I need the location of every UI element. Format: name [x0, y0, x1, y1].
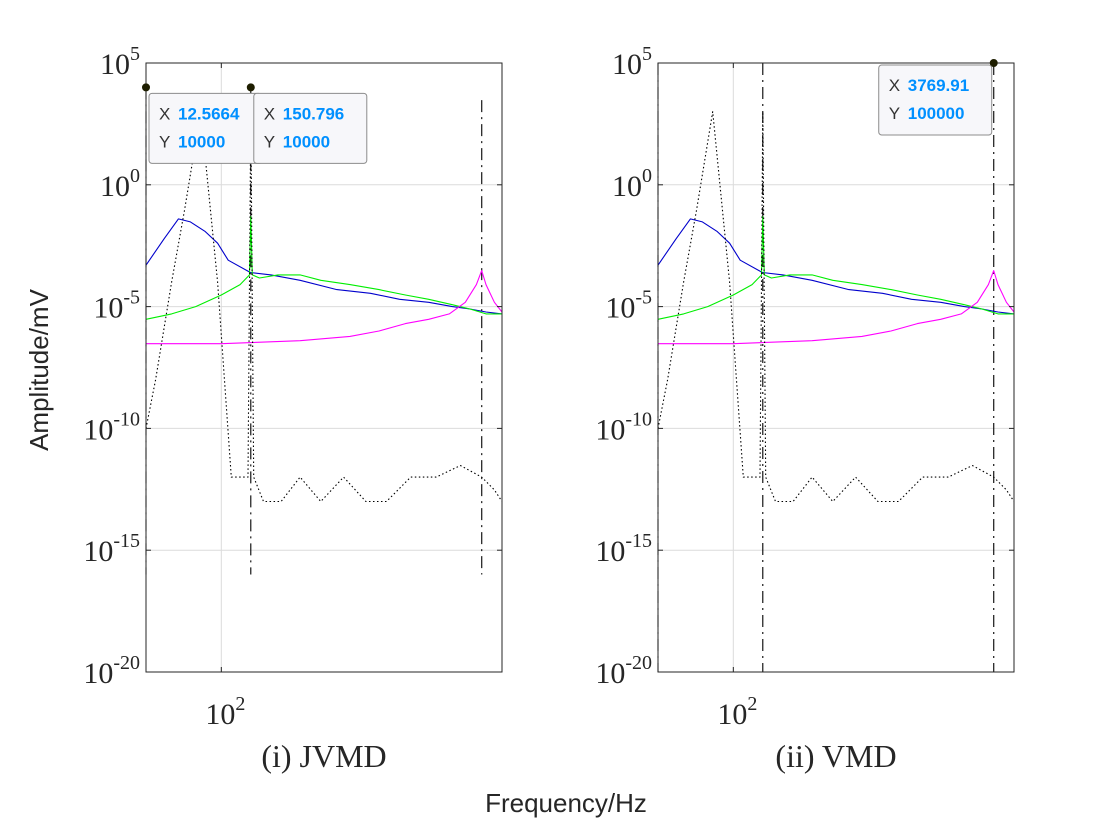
datatip-y-value: 10000 [283, 132, 330, 151]
y-tick-label: 10-20 [595, 652, 652, 690]
datatip: X 12.5664 Y 10000 [148, 92, 263, 164]
y-tick-label: 10-10 [595, 408, 652, 446]
y-tick-label: 10-20 [83, 652, 140, 690]
x-tick-label: 102 [205, 693, 245, 731]
datatip-marker [246, 83, 255, 92]
series-mode-2-line [145, 215, 502, 320]
axes-box [657, 62, 1015, 673]
datatip-x-label: X [159, 104, 170, 123]
datatip: X 3769.91 Y 100000 [878, 64, 993, 136]
y-tick-label: 105 [612, 43, 652, 81]
axes-box [145, 62, 503, 673]
panel-ii: 105 100 10-5 10-10 10-15 10-20 102 (ii) VMD X 376… [595, 43, 1015, 774]
series-mode-2-line [657, 215, 1014, 320]
datatip-y-label: Y [264, 132, 275, 151]
series-mode-3-line [146, 270, 503, 345]
panel-title: (i) JVMD [261, 738, 386, 774]
datatip-y-label: Y [159, 132, 170, 151]
y-tick-label: 100 [100, 165, 140, 203]
x-axis-label: Frequency/Hz [485, 788, 647, 818]
series-mode-3-line [658, 270, 1015, 345]
datatip-y-value: 10000 [178, 132, 225, 151]
datatip-marker [989, 59, 998, 67]
y-tick-label: 10-5 [605, 287, 652, 325]
panel-title: (ii) VMD [775, 738, 896, 774]
y-tick-label: 10-5 [93, 287, 140, 325]
datatip-x-value: 3769.91 [908, 76, 969, 95]
datatip-x-value: 150.796 [283, 104, 344, 123]
datatip-x-label: X [889, 76, 900, 95]
series-error-line [657, 111, 1015, 503]
y-tick-label: 100 [612, 165, 652, 203]
datatip-box [878, 64, 993, 136]
y-tick-label: 105 [100, 43, 140, 81]
series-mode-1-line [145, 218, 503, 315]
x-tick-label: 102 [717, 693, 757, 731]
y-axis-label: Amplitude/mV [24, 288, 54, 450]
y-tick-label: 10-15 [595, 530, 652, 568]
datatip-marker [142, 83, 150, 92]
panel-i: 105 100 10-5 10-10 10-15 10-20 102 (i) JVMD X 12.… [83, 43, 503, 774]
y-tick-label: 10-10 [83, 408, 140, 446]
datatip-x-value: 12.5664 [178, 104, 240, 123]
y-tick-label: 10-15 [83, 530, 140, 568]
datatip-x-label: X [264, 104, 275, 123]
datatip-y-label: Y [889, 104, 900, 123]
datatip: X 150.796 Y 10000 [253, 92, 368, 164]
datatip-box [253, 92, 368, 164]
datatip-y-value: 100000 [908, 104, 965, 123]
series-mode-1-line [657, 218, 1015, 315]
